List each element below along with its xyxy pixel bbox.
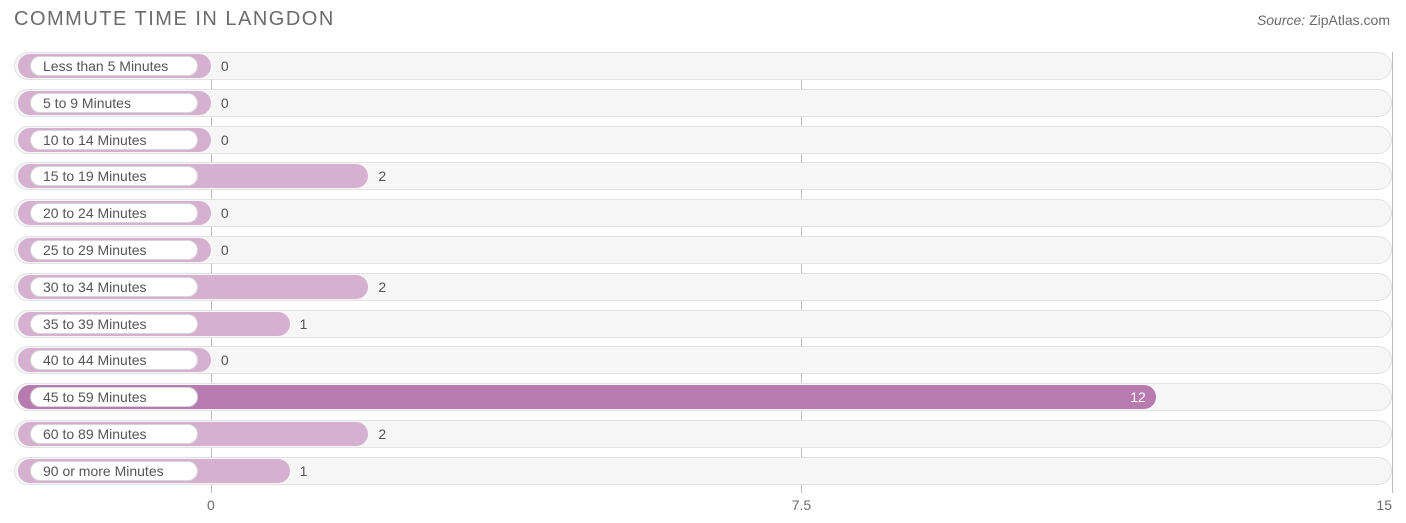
category-label-pill: 10 to 14 Minutes: [30, 130, 198, 150]
bar-value: 0: [221, 205, 229, 221]
category-label-pill: 45 to 59 Minutes: [30, 387, 198, 407]
x-axis: 0 7.5 15: [14, 497, 1392, 517]
bar-row: 2 30 to 34 Minutes: [14, 273, 1392, 301]
gridline: [1392, 52, 1393, 493]
category-label: 30 to 34 Minutes: [43, 279, 147, 295]
bar-row: 0 10 to 14 Minutes: [14, 126, 1392, 154]
category-label-pill: 25 to 29 Minutes: [30, 240, 198, 260]
bar-row: 0 20 to 24 Minutes: [14, 199, 1392, 227]
bar-row: 0 5 to 9 Minutes: [14, 89, 1392, 117]
bar-value: 12: [1130, 389, 1146, 405]
category-label-pill: 90 or more Minutes: [30, 461, 198, 481]
bar-row: 1 35 to 39 Minutes: [14, 310, 1392, 338]
bar-value: 2: [378, 279, 386, 295]
category-label: 20 to 24 Minutes: [43, 205, 147, 221]
bar-value: 0: [221, 242, 229, 258]
category-label: 5 to 9 Minutes: [43, 95, 131, 111]
category-label-pill: 15 to 19 Minutes: [30, 166, 198, 186]
chart-source: Source: ZipAtlas.com: [1257, 12, 1390, 28]
bar-value: 2: [378, 426, 386, 442]
x-tick-label: 15: [1376, 497, 1392, 513]
category-label-pill: 40 to 44 Minutes: [30, 350, 198, 370]
bar-row: 2 60 to 89 Minutes: [14, 420, 1392, 448]
bar-plot: 0 Less than 5 Minutes 0 5 to 9 Minutes 0 10 t…: [14, 52, 1392, 493]
chart-area: 0 Less than 5 Minutes 0 5 to 9 Minutes 0 10 t…: [14, 52, 1392, 493]
category-label-pill: Less than 5 Minutes: [30, 56, 198, 76]
category-label-pill: 5 to 9 Minutes: [30, 93, 198, 113]
bar-row: 12 45 to 59 Minutes: [14, 383, 1392, 411]
category-label: Less than 5 Minutes: [43, 58, 168, 74]
category-label: 40 to 44 Minutes: [43, 352, 147, 368]
x-tick-label: 7.5: [792, 497, 811, 513]
source-label: Source:: [1257, 12, 1305, 28]
bar-row: 0 Less than 5 Minutes: [14, 52, 1392, 80]
chart-title: COMMUTE TIME IN LANGDON: [14, 8, 335, 31]
bar-value: 2: [378, 168, 386, 184]
category-label: 10 to 14 Minutes: [43, 132, 147, 148]
category-label-pill: 20 to 24 Minutes: [30, 203, 198, 223]
category-label: 45 to 59 Minutes: [43, 389, 147, 405]
category-label: 25 to 29 Minutes: [43, 242, 147, 258]
x-tick-label: 0: [207, 497, 215, 513]
source-value: ZipAtlas.com: [1309, 12, 1390, 28]
category-label: 35 to 39 Minutes: [43, 316, 147, 332]
bar-value: 1: [300, 463, 308, 479]
bar-value: 1: [300, 316, 308, 332]
bar-row: 0 25 to 29 Minutes: [14, 236, 1392, 264]
bar-row: 0 40 to 44 Minutes: [14, 346, 1392, 374]
bar-row: 1 90 or more Minutes: [14, 457, 1392, 485]
bar-value: 0: [221, 352, 229, 368]
category-label-pill: 35 to 39 Minutes: [30, 314, 198, 334]
bar-value: 0: [221, 58, 229, 74]
bar-value: 0: [221, 95, 229, 111]
category-label: 90 or more Minutes: [43, 463, 164, 479]
category-label-pill: 30 to 34 Minutes: [30, 277, 198, 297]
bar-row: 2 15 to 19 Minutes: [14, 162, 1392, 190]
category-label-pill: 60 to 89 Minutes: [30, 424, 198, 444]
category-label: 60 to 89 Minutes: [43, 426, 147, 442]
bar-value: 0: [221, 132, 229, 148]
category-label: 15 to 19 Minutes: [43, 168, 147, 184]
